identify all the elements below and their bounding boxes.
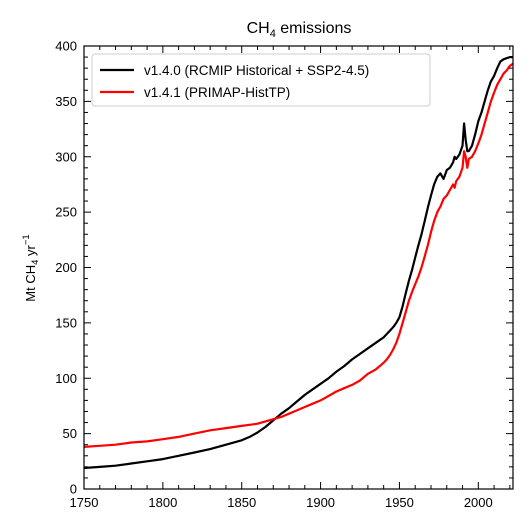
y-tick-label: 300 — [55, 149, 77, 164]
x-tick-label: 1900 — [306, 495, 335, 510]
y-tick-label: 50 — [63, 426, 77, 441]
legend-box — [91, 53, 431, 107]
y-tick-label: 250 — [55, 205, 77, 220]
y-axis-label: Mt CH4 yr−1 — [21, 234, 41, 301]
legend: v1.4.0 (RCMIP Historical + SSP2-4.5) v1.… — [91, 53, 431, 107]
chart-title: CH4 emissions — [247, 20, 352, 40]
y-tick-label: 150 — [55, 315, 77, 330]
x-tick-label: 1750 — [70, 495, 99, 510]
legend-label-v141: v1.4.1 (PRIMAP-HistTP) — [144, 85, 290, 100]
y-tick-label: 200 — [55, 260, 77, 275]
legend-label-v140: v1.4.0 (RCMIP Historical + SSP2-4.5) — [144, 63, 369, 78]
ticks-layer: 1750 1800 1850 1900 1950 2000 0 50 100 150 200 250 3… — [55, 39, 513, 510]
x-tick-label: 1800 — [148, 495, 177, 510]
x-tick-label: 1950 — [385, 495, 414, 510]
y-tick-label: 400 — [55, 39, 77, 54]
series-line-1 — [83, 62, 514, 448]
series-line-0 — [83, 55, 513, 470]
y-tick-label: 350 — [55, 94, 77, 109]
x-tick-label: 2000 — [464, 495, 493, 510]
plot-frame — [83, 45, 514, 490]
y-tick-label: 100 — [55, 371, 77, 386]
y-tick-label: 0 — [70, 482, 77, 497]
series-layer — [83, 55, 514, 470]
x-tick-label: 1850 — [227, 495, 256, 510]
